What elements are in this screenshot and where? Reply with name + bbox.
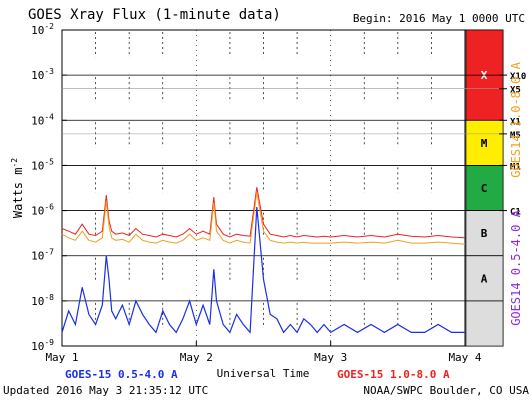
y-tick-label: 10-2 <box>31 22 54 37</box>
class-band-c <box>465 165 504 211</box>
class-label-b: B <box>481 227 488 240</box>
y-tick-label: 10-7 <box>31 248 54 263</box>
credit-label: NOAA/SWPC Boulder, CO USA <box>363 384 529 397</box>
series-line-1 <box>61 187 466 239</box>
y-tick-label: 10-8 <box>31 293 54 308</box>
legend-short-wavelength: GOES-15 0.5-4.0 A <box>65 368 178 381</box>
updated-timestamp: Updated 2016 May 3 21:35:12 UTC <box>3 384 208 397</box>
chart-title: GOES Xray Flux (1-minute data) <box>28 7 281 23</box>
flare-marker-label: X5 <box>510 86 521 96</box>
series-line-2 <box>61 192 466 245</box>
y-tick-label: 10-9 <box>31 338 54 353</box>
class-band-a <box>465 255 504 302</box>
class-label-m: M <box>481 137 488 150</box>
class-band-below-a <box>465 300 504 347</box>
legend-long-wavelength: GOES-15 1.0-8.0 A <box>337 368 450 381</box>
class-label-c: C <box>481 182 488 195</box>
flare-marker-label: C1 <box>510 208 521 218</box>
y-axis-label: Watts m-2 <box>10 158 25 218</box>
right-axis-label-goes14-short: GOES14 0.5-4.0 A <box>509 209 523 325</box>
x-axis-label: Universal Time <box>217 367 310 380</box>
class-label-x: X <box>481 69 488 82</box>
x-tick-label: May 4 <box>448 351 481 364</box>
x-tick-label: May 3 <box>314 351 347 364</box>
y-tick-label: 10-3 <box>31 67 54 82</box>
series-lines <box>61 187 466 334</box>
flare-class-bands: X M C B A <box>465 29 504 347</box>
y-tick-label: 10-4 <box>31 112 54 127</box>
x-tick-label: May 1 <box>45 351 78 364</box>
begin-label: Begin: 2016 May 1 0000 UTC <box>353 12 525 25</box>
series-line-0 <box>61 206 465 334</box>
flare-marker-label: M1 <box>510 162 521 172</box>
flare-markers: X10 X5 X1 M5 M1 C1 <box>499 72 526 218</box>
x-tick-labels: May 1 May 2 May 3 May 4 <box>45 341 482 364</box>
flare-marker-label: X10 <box>510 72 526 82</box>
y-tick-label: 10-6 <box>31 203 54 218</box>
class-label-a: A <box>481 272 488 285</box>
x-tick-label: May 2 <box>180 351 213 364</box>
y-tick-labels: 10-2 10-3 10-4 10-5 10-6 10-7 10-8 10-9 <box>31 22 67 353</box>
right-axis-label-goes14-long: GOES14 1.0-8.0 A <box>509 61 523 177</box>
y-tick-label: 10-5 <box>31 157 54 172</box>
flare-marker-label: M5 <box>510 131 521 141</box>
flare-marker-label: X1 <box>510 117 521 127</box>
